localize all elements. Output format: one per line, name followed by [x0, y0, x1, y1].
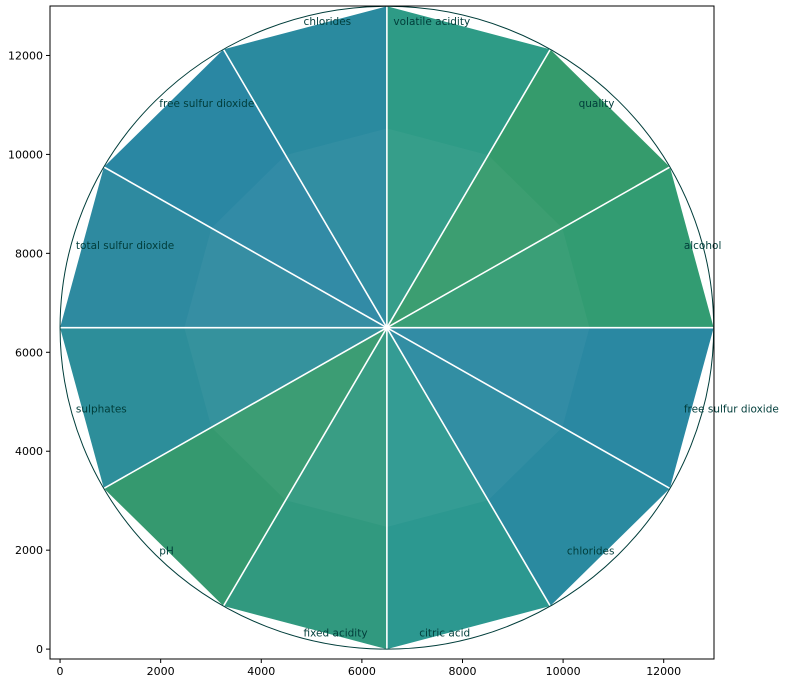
segment-label: quality: [579, 98, 615, 110]
segment-labels-layer: volatile acidity quality alcohol free sulfu…: [76, 16, 779, 640]
segment-inner-band: [386, 327, 489, 527]
y-tick-label: 12000: [8, 49, 43, 62]
spokes-layer: [60, 6, 714, 650]
segment-wedge: [60, 327, 387, 489]
segment-wedge: [223, 327, 387, 650]
spoke-line: [386, 327, 551, 607]
segment-inner-band: [386, 327, 563, 501]
segment-inner-band: [184, 228, 387, 328]
x-tick-label: 10000: [546, 665, 581, 678]
segment-wedge: [386, 166, 714, 328]
segment-inner-band: [386, 155, 563, 328]
segment-label: pH: [159, 546, 174, 558]
spoke-line: [103, 166, 388, 329]
y-tick-label: 8000: [15, 247, 43, 260]
segment-wedge: [386, 49, 670, 328]
segment-wedge: [386, 327, 670, 607]
spoke-line: [222, 327, 388, 607]
axes-frame: [49, 5, 715, 660]
segment-label: free sulfur dioxide: [159, 98, 254, 110]
segment-wedge: [223, 6, 387, 328]
segment-label: fixed acidity: [304, 627, 368, 639]
segment-wedge: [386, 327, 551, 650]
segment-label: total sulfur dioxide: [76, 240, 174, 252]
segment-wedge: [103, 49, 387, 328]
segment-label: sulphates: [76, 404, 127, 416]
x-tick-label: 6000: [348, 665, 376, 678]
spoke-line: [386, 327, 671, 490]
segment-label: volatile acidity: [393, 16, 470, 28]
x-tick-label: 12000: [646, 665, 681, 678]
x-tick-label: 2000: [147, 665, 175, 678]
x-tick-label: 4000: [247, 665, 275, 678]
segments-layer: [60, 6, 714, 650]
segment-inner-band: [386, 128, 489, 328]
y-tick-label: 10000: [8, 148, 43, 161]
x-tick-label: 8000: [448, 665, 476, 678]
segment-label: alcohol: [684, 240, 722, 252]
spoke-line: [103, 327, 388, 490]
segment-inner-band: [285, 128, 387, 328]
y-tick-label: 6000: [15, 346, 43, 359]
segment-inner-band: [211, 155, 387, 328]
segment-label: chlorides: [304, 16, 352, 28]
segment-label: citric acid: [419, 627, 470, 639]
y-tick-label: 2000: [15, 544, 43, 557]
segment-inner-band: [386, 327, 590, 428]
y-tick-label: 0: [36, 643, 43, 656]
segment-label: free sulfur dioxide: [684, 404, 779, 416]
segment-wedge: [103, 327, 387, 607]
segment-label: chlorides: [567, 546, 615, 558]
ticks-layer: 0 2000 4000 6000 8000 10000 12000 0 2000 4000 6000…: [8, 49, 681, 678]
segment-wedge: [60, 166, 387, 328]
spoke-line: [222, 48, 388, 329]
segment-inner-band: [184, 327, 387, 428]
y-tick-label: 4000: [15, 445, 43, 458]
x-tick-label: 0: [57, 665, 64, 678]
segment-inner-band: [211, 327, 387, 501]
spoke-line: [386, 48, 551, 329]
segment-wedge: [386, 6, 551, 328]
segment-wedge: [386, 327, 714, 489]
spoke-line: [386, 166, 671, 329]
segment-inner-band: [386, 228, 590, 328]
segment-inner-band: [285, 327, 387, 527]
